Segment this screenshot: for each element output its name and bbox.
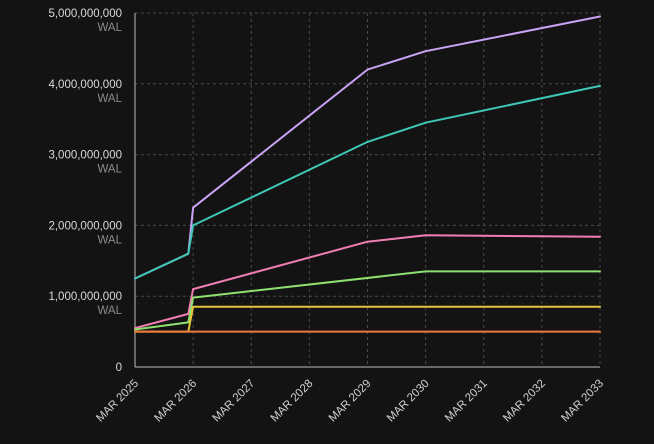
y-tick-label: 4,000,000,000: [48, 79, 122, 91]
y-tick-unit: WAL: [98, 234, 123, 246]
y-tick-label: 3,000,000,000: [48, 150, 122, 162]
y-tick-label: 5,000,000,000: [48, 8, 122, 20]
series-lines: [134, 15, 601, 333]
x-tick-label: MAR 2026: [152, 378, 199, 425]
y-tick-label: 1,000,000,000: [48, 291, 122, 303]
series-line-4: [134, 270, 601, 331]
y-tick-unit: WAL: [98, 22, 123, 34]
x-tick-label: MAR 2030: [385, 378, 432, 425]
x-tick-label: MAR 2029: [327, 378, 374, 425]
y-tick-unit: WAL: [98, 93, 123, 105]
x-tick-label: MAR 2031: [443, 378, 490, 425]
y-tick-unit: WAL: [98, 164, 123, 176]
series-line-2: [134, 84, 601, 280]
y-tick-unit: WAL: [98, 305, 123, 317]
x-tick-label: MAR 2033: [559, 378, 606, 425]
grid: [134, 12, 601, 368]
y-tick-label: 2,000,000,000: [48, 220, 122, 232]
x-tick-label: MAR 2025: [94, 378, 141, 425]
y-axis: 0 1,000,000,000 WAL 2,000,000,000 WAL 3,000,0…: [48, 8, 122, 374]
series-line-3: [134, 234, 601, 330]
x-tick-label: MAR 2032: [501, 378, 548, 425]
x-tick-label: MAR 2027: [210, 378, 257, 425]
y-tick-label: 0: [116, 362, 122, 374]
x-tick-label: MAR 2028: [269, 378, 316, 425]
x-axis: MAR 2025 MAR 2026 MAR 2027 MAR 2028 MAR 2029…: [94, 378, 606, 425]
